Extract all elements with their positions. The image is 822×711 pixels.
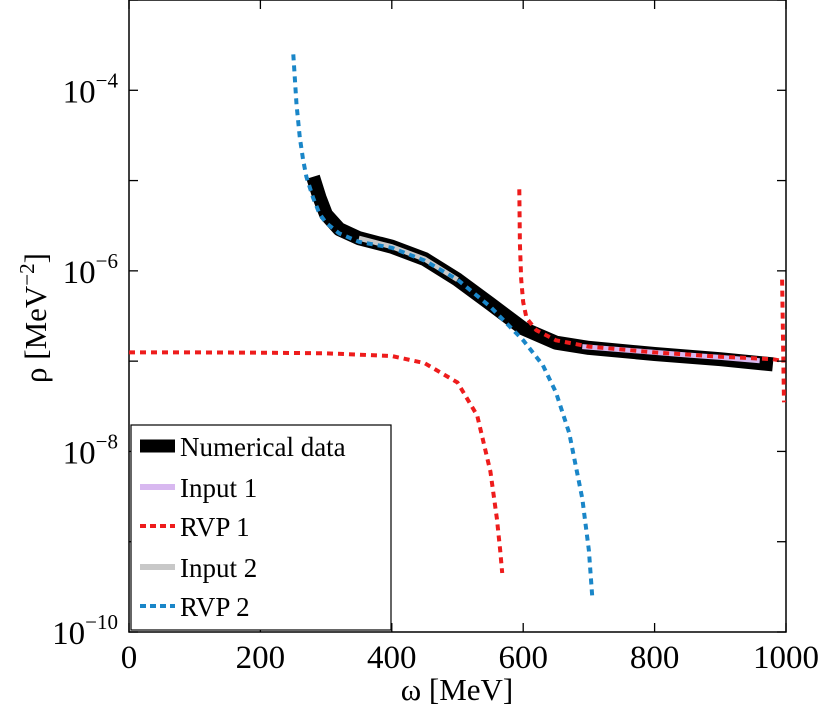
y-axis-title: ρ [MeV−2] — [15, 253, 53, 383]
series-rvp-2-line-1 — [291, 54, 595, 597]
y-tick-label: 10−10 — [52, 610, 118, 652]
svg-text:ρ [MeV−2]: ρ [MeV−2] — [15, 253, 53, 383]
series-rvp-1-line-2 — [517, 189, 780, 363]
y-tick-label: 10−6 — [63, 249, 118, 291]
x-tick-label: 800 — [630, 640, 680, 676]
x-tick-label: 0 — [121, 640, 138, 676]
legend-label-numerical-data: Numerical data — [180, 432, 346, 462]
y-axis-title-exponent: −2 — [15, 263, 39, 285]
legend-label-input-2: Input 2 — [180, 553, 257, 583]
legend-label-rvp-2: RVP 2 — [180, 592, 250, 622]
y-tick-label: 10−8 — [63, 429, 118, 471]
legend-label-rvp-1: RVP 1 — [180, 512, 250, 542]
tick-layer: 0 200 400 600 800 1000 10−10 10−8 10−6 10−4 — [52, 0, 819, 676]
x-tick-label: 600 — [498, 640, 548, 676]
series-layer — [129, 54, 786, 597]
series-input-1-line-1 — [582, 344, 760, 364]
y-axis-title-close: ] — [18, 253, 53, 263]
series-numerical-data-line-1 — [306, 174, 774, 372]
x-axis-title: ω [MeV] — [401, 672, 514, 707]
plot-frame — [128, 0, 787, 633]
x-tick-label: 1000 — [753, 640, 819, 676]
legend: Numerical data Input 1 RVP 1 Input 2 RVP… — [130, 424, 392, 631]
y-tick-label: 10−4 — [63, 68, 119, 110]
series-rvp-1-line-3 — [780, 279, 786, 403]
x-tick-label: 200 — [236, 640, 286, 676]
y-axis-title-main: ρ [MeV — [18, 285, 53, 383]
x-tick-label: 400 — [367, 640, 417, 676]
legend-label-input-1: Input 1 — [180, 473, 257, 503]
